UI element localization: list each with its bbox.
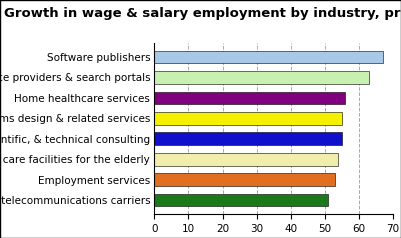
Bar xyxy=(154,173,335,186)
Bar xyxy=(154,132,342,145)
Bar xyxy=(154,92,345,104)
Bar xyxy=(154,51,383,63)
Bar xyxy=(154,112,342,125)
Bar xyxy=(154,71,369,84)
Text: Growth in wage & salary employment by industry, projected 2002-12: Growth in wage & salary employment by in… xyxy=(4,7,401,20)
Bar xyxy=(154,194,328,206)
Bar xyxy=(154,153,338,165)
